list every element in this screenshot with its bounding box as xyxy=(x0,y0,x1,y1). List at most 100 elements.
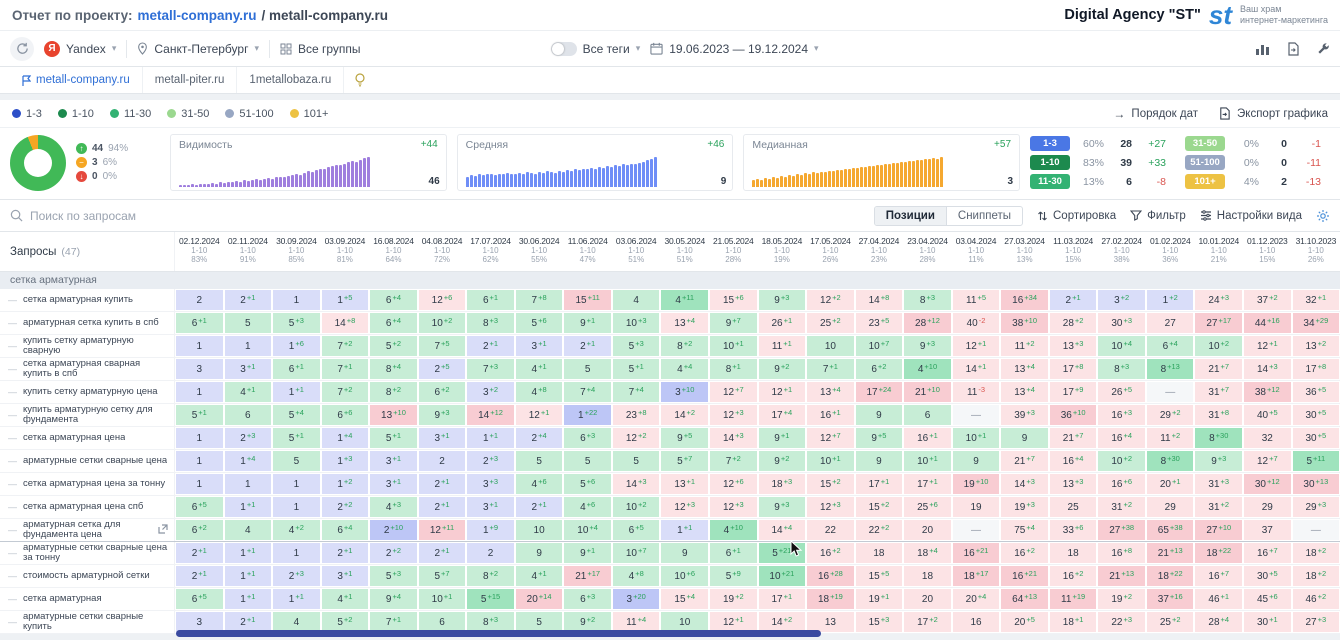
position-cell[interactable]: 18 +4 xyxy=(904,543,951,563)
position-cell[interactable]: 13 xyxy=(807,612,854,632)
position-cell[interactable]: 15 +11 xyxy=(564,290,611,310)
position-cell[interactable]: 21 +13 xyxy=(1146,543,1194,563)
date-column-header[interactable]: 30.09.2024 1-10 85% xyxy=(272,232,321,271)
position-cell[interactable]: 16 +21 xyxy=(1001,566,1048,586)
position-cell[interactable]: 5 +15 xyxy=(467,589,514,609)
position-cell[interactable]: 8 +3 xyxy=(904,290,951,310)
position-cell[interactable]: 14 +8 xyxy=(321,313,369,333)
position-cell[interactable]: 10 +2 xyxy=(1098,451,1145,471)
position-cell[interactable]: 31 +2 xyxy=(1098,497,1145,517)
position-cell[interactable]: 17 +24 xyxy=(855,382,903,402)
row-handle-icon[interactable]: — xyxy=(8,318,17,328)
keyword-label[interactable]: сетка арматурная сварная купить в спб xyxy=(23,359,141,379)
position-cell[interactable]: 5 +6 xyxy=(515,313,563,333)
position-cell[interactable]: 8 +4 xyxy=(370,359,417,379)
date-column-header[interactable]: 11.06.2024 1-10 47% xyxy=(563,232,612,271)
position-cell[interactable]: 6 +1 xyxy=(467,290,514,310)
position-cell[interactable]: 14 +2 xyxy=(661,405,709,425)
position-cell[interactable]: 2 xyxy=(176,290,223,310)
row-handle-icon[interactable]: — xyxy=(8,387,17,397)
date-column-header[interactable]: 27.02.2024 1-10 38% xyxy=(1097,232,1146,271)
export-button[interactable] xyxy=(1286,41,1300,56)
position-cell[interactable]: 36 +5 xyxy=(1292,382,1340,402)
position-cell[interactable]: 1 +1 xyxy=(224,543,272,563)
position-cell[interactable]: 33 +6 xyxy=(1049,520,1097,540)
position-cell[interactable]: 1 xyxy=(273,290,320,310)
position-cell[interactable]: 22 +2 xyxy=(855,520,903,540)
position-cell[interactable]: 9 +2 xyxy=(758,451,806,471)
keyword-row[interactable]: — арматурная сетка для фундамента цена 6 +2… xyxy=(0,519,1340,542)
tools-button[interactable] xyxy=(1316,42,1330,56)
position-cell[interactable]: 15 +4 xyxy=(661,589,709,609)
position-cell[interactable]: 14 +8 xyxy=(855,290,903,310)
position-cell[interactable]: 9 +3 xyxy=(758,290,806,310)
position-cell[interactable]: 1 xyxy=(224,336,272,356)
position-cell[interactable]: 25 +6 xyxy=(904,497,951,517)
position-cell[interactable]: 22 xyxy=(807,520,854,540)
position-cell[interactable]: 16 +28 xyxy=(807,566,854,586)
keyword-row[interactable]: — арматурная сетка купить в спб 6 +1 5 5 +3 14 +… xyxy=(0,312,1340,335)
position-cell[interactable]: 44 +16 xyxy=(1244,313,1291,333)
position-cell[interactable]: 1 +22 xyxy=(564,405,611,425)
position-cell[interactable]: 1 +1 xyxy=(224,497,272,517)
position-cell[interactable]: 5 +2 xyxy=(321,612,369,632)
position-cell[interactable]: 5 xyxy=(515,612,563,632)
date-column-header[interactable]: 17.07.2024 1-10 62% xyxy=(466,232,515,271)
position-cell[interactable]: 65 +38 xyxy=(1146,520,1194,540)
position-cell[interactable]: 28 +2 xyxy=(1049,313,1097,333)
position-cell[interactable]: 1 xyxy=(176,382,223,402)
position-cell[interactable]: 12 +3 xyxy=(661,497,709,517)
position-cell[interactable]: 9 +3 xyxy=(904,336,951,356)
position-cell[interactable]: 9 +5 xyxy=(661,428,709,448)
position-cell[interactable]: 11 +2 xyxy=(1001,336,1048,356)
position-cell[interactable]: 1 xyxy=(273,474,320,494)
position-cell[interactable]: 5 +11 xyxy=(1292,451,1340,471)
position-cell[interactable]: 9 xyxy=(661,543,709,563)
position-cell[interactable]: 21 +7 xyxy=(1195,359,1243,379)
position-cell[interactable]: 3 +1 xyxy=(370,451,417,471)
position-cell[interactable]: 13 +4 xyxy=(661,313,709,333)
position-cell[interactable]: 31 +3 xyxy=(1195,474,1243,494)
position-cell[interactable]: 10 +6 xyxy=(661,566,709,586)
position-cell[interactable]: 9 +3 xyxy=(418,405,466,425)
date-column-header[interactable]: 30.06.2024 1-10 55% xyxy=(515,232,564,271)
position-cell[interactable]: 1 +1 xyxy=(273,589,320,609)
position-cell[interactable]: 9 xyxy=(515,543,563,563)
position-cell[interactable]: 9 +3 xyxy=(758,497,806,517)
position-cell[interactable]: 16 +4 xyxy=(1098,428,1145,448)
position-cell[interactable]: 17 +1 xyxy=(758,589,806,609)
external-link-icon[interactable] xyxy=(158,523,168,537)
position-cell[interactable]: 2 xyxy=(418,451,466,471)
search-engine-select[interactable]: Я Yandex ▾ xyxy=(44,40,116,57)
position-cell[interactable]: 18 xyxy=(855,543,903,563)
position-cell[interactable]: 10 +7 xyxy=(612,543,660,563)
positions-tab[interactable]: Позиции xyxy=(874,206,946,225)
position-cell[interactable]: 20 +14 xyxy=(515,589,563,609)
position-cell[interactable]: 1 xyxy=(176,336,223,356)
position-cell[interactable]: 9 +7 xyxy=(710,313,757,333)
position-cell[interactable]: 3 +1 xyxy=(418,428,466,448)
sort-button[interactable]: Сортировка xyxy=(1037,210,1116,222)
groups-select[interactable]: Все группы xyxy=(280,42,361,56)
position-cell[interactable]: 15 +2 xyxy=(855,497,903,517)
position-cell[interactable]: 16 +34 xyxy=(1001,290,1048,310)
position-cell[interactable]: 6 +1 xyxy=(710,543,757,563)
position-cell[interactable]: 19 +2 xyxy=(710,589,757,609)
position-cell[interactable]: 7 +1 xyxy=(370,612,417,632)
keyword-label[interactable]: стоимость арматурной сетки xyxy=(23,571,150,581)
position-cell[interactable]: 1 xyxy=(176,428,223,448)
position-cell[interactable]: 4 +11 xyxy=(661,290,709,310)
position-cell[interactable]: 10 xyxy=(661,612,709,632)
keyword-label[interactable]: купить сетку арматурную сварную xyxy=(23,336,134,356)
position-cell[interactable]: 37 +16 xyxy=(1146,589,1194,609)
positions-donut-chart[interactable] xyxy=(10,134,66,191)
position-cell[interactable]: 10 +21 xyxy=(758,566,806,586)
position-cell[interactable]: 2 +4 xyxy=(515,428,563,448)
position-cell[interactable]: 8 +2 xyxy=(467,566,514,586)
position-cell[interactable]: 4 +1 xyxy=(515,359,563,379)
position-cell[interactable]: 18 +19 xyxy=(807,589,854,609)
idea-button[interactable] xyxy=(354,73,366,87)
position-cell[interactable]: 25 xyxy=(1049,497,1097,517)
position-cell[interactable]: 10 +2 xyxy=(612,497,660,517)
position-cell[interactable]: 6 +6 xyxy=(321,405,369,425)
